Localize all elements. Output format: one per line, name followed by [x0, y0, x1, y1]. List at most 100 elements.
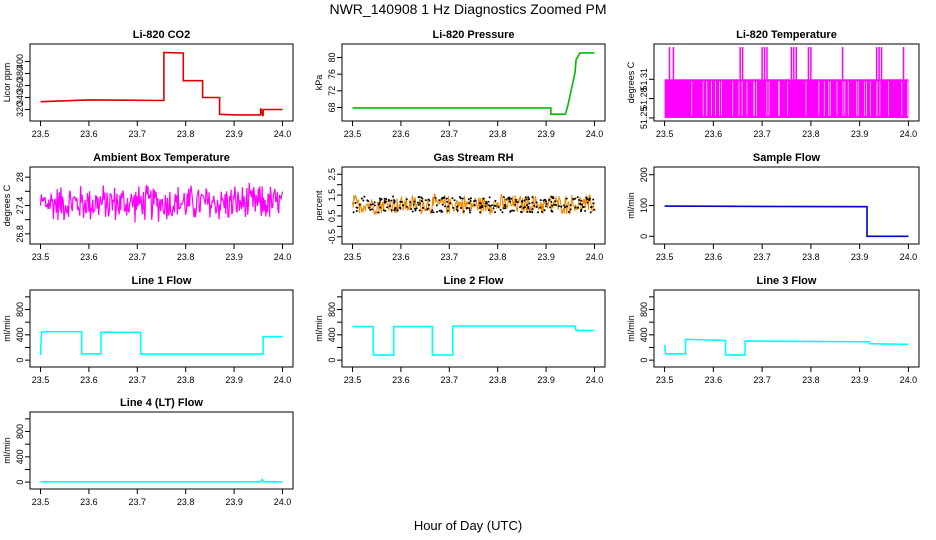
chart-panel: Ambient Box Temperature 23.5 23.6 23.7 23.8 2…: [2, 152, 294, 262]
data-point: [446, 205, 449, 208]
data-point: [525, 198, 528, 201]
x-tick-label: 23.5: [344, 129, 362, 139]
data-point: [438, 209, 441, 212]
data-point: [527, 207, 530, 210]
chart-title: Ambient Box Temperature: [93, 152, 230, 164]
x-tick-label: 23.8: [177, 497, 195, 507]
data-point: [456, 205, 459, 208]
data-point: [443, 196, 446, 199]
chart-title: Line 2 Flow: [444, 275, 504, 287]
data-series-line: [352, 193, 595, 216]
data-point: [484, 205, 487, 208]
data-point: [431, 209, 434, 212]
data-point: [560, 205, 563, 208]
data-point: [487, 200, 490, 203]
data-point: [485, 200, 488, 203]
y-tick-label: 28: [15, 172, 25, 182]
data-point: [469, 197, 472, 200]
data-point: [428, 199, 431, 202]
data-point: [399, 206, 402, 209]
x-tick-label: 23.9: [851, 129, 869, 139]
data-point: [382, 209, 385, 212]
y-tick-label: 80: [327, 52, 337, 62]
data-point: [580, 208, 583, 211]
data-point: [482, 197, 485, 200]
data-point: [468, 207, 471, 210]
data-series-line: [40, 478, 283, 483]
x-tick-label: 24.0: [900, 129, 918, 139]
data-point: [379, 206, 382, 209]
data-point: [369, 208, 372, 211]
x-tick-label: 23.9: [537, 252, 555, 262]
y-tick-label: 0: [15, 480, 25, 485]
x-tick-label: 23.5: [32, 375, 50, 385]
plot-frame: [341, 43, 606, 122]
data-point: [468, 202, 471, 205]
y-tick-label: 26.8: [15, 225, 25, 243]
data-point: [401, 204, 404, 207]
data-point: [574, 206, 577, 209]
data-point: [553, 200, 556, 203]
y-tick-label: 1.5: [327, 189, 337, 202]
chart-title: Gas Stream RH: [433, 152, 513, 164]
x-tick-label: 23.6: [392, 375, 410, 385]
data-point: [436, 210, 439, 213]
data-point: [579, 210, 582, 213]
data-point: [388, 205, 391, 208]
chart-panel: Line 3 Flow 23.5 23.6 23.7 23.8 23.9 24.0 0 400 8…: [626, 275, 920, 385]
x-tick-label: 23.6: [392, 252, 410, 262]
chart-panel: Line 4 (LT) Flow 23.5 23.6 23.7 23.8 23.9 24.0…: [2, 397, 294, 507]
data-point: [523, 199, 526, 202]
data-point: [494, 211, 497, 214]
data-point: [504, 207, 507, 210]
data-point: [502, 207, 505, 210]
data-point: [543, 209, 546, 212]
x-tick-label: 23.6: [705, 252, 723, 262]
data-point: [551, 195, 554, 198]
x-tick-label: 23.8: [177, 252, 195, 262]
plot-frame: [29, 43, 294, 122]
chart-panel: Sample Flow 23.5 23.6 23.7 23.8 23.9 24.0 0 100 2…: [626, 152, 920, 262]
data-point: [405, 205, 408, 208]
data-point: [445, 197, 448, 200]
data-point: [586, 198, 589, 201]
data-point: [420, 196, 423, 199]
data-point: [379, 199, 382, 202]
plot-frame: [653, 289, 920, 368]
x-tick-label: 23.7: [441, 252, 459, 262]
data-point: [544, 200, 547, 203]
x-tick-label: 23.6: [705, 375, 723, 385]
data-point: [424, 199, 427, 202]
data-point: [415, 207, 418, 210]
y-axis-label: percent: [314, 190, 324, 221]
x-tick-label: 23.5: [32, 497, 50, 507]
data-point: [377, 211, 380, 214]
x-tick-label: 23.5: [32, 129, 50, 139]
data-point: [563, 204, 566, 207]
data-point: [363, 195, 366, 198]
data-series-line: [352, 52, 595, 115]
data-point: [368, 206, 371, 209]
data-point: [550, 200, 553, 203]
data-point: [585, 196, 588, 199]
data-point: [390, 209, 393, 212]
data-point: [527, 196, 530, 199]
data-series-line: [352, 325, 595, 356]
series-group: [664, 205, 909, 238]
data-point: [516, 201, 519, 204]
data-point: [473, 200, 476, 203]
data-point: [430, 211, 433, 214]
data-point: [528, 198, 531, 201]
y-tick-label: 0: [639, 234, 649, 239]
chart-title: Li-820 CO2: [133, 29, 190, 41]
x-tick-label: 23.8: [489, 252, 507, 262]
data-point: [488, 209, 491, 212]
data-point: [510, 197, 513, 200]
x-tick-label: 23.5: [344, 252, 362, 262]
data-point: [420, 199, 423, 202]
series-group: [352, 193, 596, 216]
data-point: [459, 206, 462, 209]
data-point: [489, 204, 492, 207]
